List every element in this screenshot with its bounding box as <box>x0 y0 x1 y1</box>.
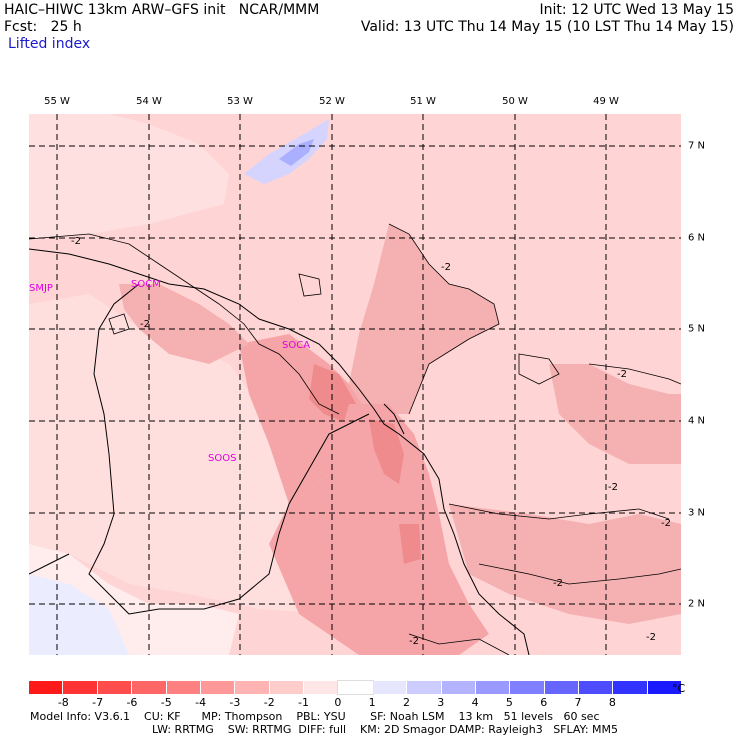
contour-label: -2 <box>661 518 671 529</box>
field-neutral-nw <box>29 114 229 239</box>
colorbar-tick-label: 5 <box>505 696 513 709</box>
colorbar-tick-label: 6 <box>540 696 548 709</box>
model-title: HAIC–HIWC 13km ARW–GFS init NCAR/MMM <box>4 2 320 18</box>
colorbar-tick-label: 7 <box>574 696 582 709</box>
colorbar-segment <box>407 681 442 694</box>
colorbar-tick-label: -1 <box>298 696 309 709</box>
lon-label-51w: 51 W <box>410 96 436 107</box>
colorbar-tick-label: 3 <box>437 696 445 709</box>
colorbar-segment <box>132 681 167 694</box>
colorbar-segment <box>200 681 236 694</box>
field-stable-light <box>244 119 329 184</box>
colorbar-tick-label: -4 <box>195 696 207 709</box>
lat-label-3n: 3 N <box>688 507 706 519</box>
colorbar-tick-label: -5 <box>160 696 172 709</box>
colorbar-segment <box>647 681 682 694</box>
colorbar-segment <box>97 681 133 694</box>
contour-label: -2 <box>608 482 618 493</box>
init-time: Init: 12 UTC Wed 13 May 15 <box>539 2 734 18</box>
field-title: Lifted index <box>8 36 91 52</box>
colorbar-tick-label: -2 <box>263 696 275 709</box>
lon-label-52w: 52 W <box>319 96 345 107</box>
colorbar-tick-label: 1 <box>368 696 376 709</box>
lon-label-49w: 49 W <box>593 96 619 107</box>
lat-label-5n: 5 N <box>688 323 706 335</box>
colorbar-segment <box>29 681 64 694</box>
field-unstable-core-small <box>399 524 421 564</box>
valid-time: Valid: 13 UTC Thu 14 May 15 (10 LST Thu … <box>360 19 734 35</box>
field-unstable-west <box>119 284 249 364</box>
colorbar-tick-label: -8 <box>57 696 69 709</box>
station-smjp: SMJP <box>29 283 53 294</box>
model-info-line2: LW: RRTMG SW: RRTMG DIFF: full KM: 2D Sm… <box>152 723 618 736</box>
field-stable-medium <box>279 139 314 166</box>
colorbar-segment <box>63 681 98 694</box>
colorbar-tick-label: -6 <box>126 696 138 709</box>
lon-label-50w: 50 W <box>502 96 528 107</box>
contour-label: -2 <box>140 319 150 330</box>
lat-label-2n: 2 N <box>688 598 706 610</box>
model-info-line1: Model Info: V3.6.1 CU: KF MP: Thompson P… <box>30 710 600 723</box>
contour-label: -2 <box>646 632 656 643</box>
field-stable-sw <box>29 574 129 655</box>
station-soos: SOOS <box>208 453 237 464</box>
colorbar-segment <box>235 681 270 694</box>
colorbar-tick-label: 2 <box>402 696 410 709</box>
field-unstable-ne <box>349 224 499 414</box>
colorbar-segment <box>372 681 408 694</box>
map-canvas <box>29 114 681 655</box>
lat-label-4n: 4 N <box>688 415 706 427</box>
field-unstable-core-south <box>369 419 404 484</box>
lat-label-7n: 7 N <box>688 140 706 152</box>
contour-label: -2 <box>409 636 419 647</box>
colorbar-segment <box>475 681 511 694</box>
lon-label-53w: 53 W <box>227 96 253 107</box>
field-unstable-core <box>309 364 359 424</box>
colorbar-segment <box>510 681 545 694</box>
colorbar-tick-label: 8 <box>608 696 616 709</box>
field-unstable-east <box>449 504 681 624</box>
colorbar-segment <box>441 681 476 694</box>
colorbar-segment <box>166 681 201 694</box>
colorbar-segment <box>544 681 579 694</box>
colorbar-segment <box>579 681 614 694</box>
colorbar-segment <box>337 680 374 695</box>
lat-lon-grid <box>29 114 681 655</box>
coastlines-borders <box>29 248 530 655</box>
colorbar-segment <box>613 681 648 694</box>
contour-label: -2 <box>553 578 563 589</box>
lifted-index-map <box>29 114 681 655</box>
colorbar-tick-label: 0 <box>334 696 342 709</box>
contour-label: -2 <box>617 369 627 380</box>
contour-label: -2 <box>71 236 81 247</box>
contours-minus2 <box>29 223 681 655</box>
field-unstable-far-east <box>549 364 681 464</box>
colorbar-unit: °C <box>672 682 686 695</box>
lat-label-6n: 6 N <box>688 232 706 244</box>
colorbar <box>29 680 682 695</box>
lon-label-54w: 54 W <box>136 96 162 107</box>
station-soca: SOCA <box>282 340 311 351</box>
colorbar-tick-label: -3 <box>229 696 241 709</box>
colorbar-segment <box>269 681 304 694</box>
colorbar-tick-label: -7 <box>92 696 104 709</box>
station-socm: SOCM <box>131 279 161 290</box>
colorbar-tick-label: 4 <box>471 696 479 709</box>
contour-label: -2 <box>441 262 451 273</box>
colorbar-segment <box>304 681 339 694</box>
forecast-hour: Fcst: 25 h <box>4 19 82 35</box>
lon-label-55w: 55 W <box>44 96 70 107</box>
field-unstable-south <box>269 404 489 655</box>
